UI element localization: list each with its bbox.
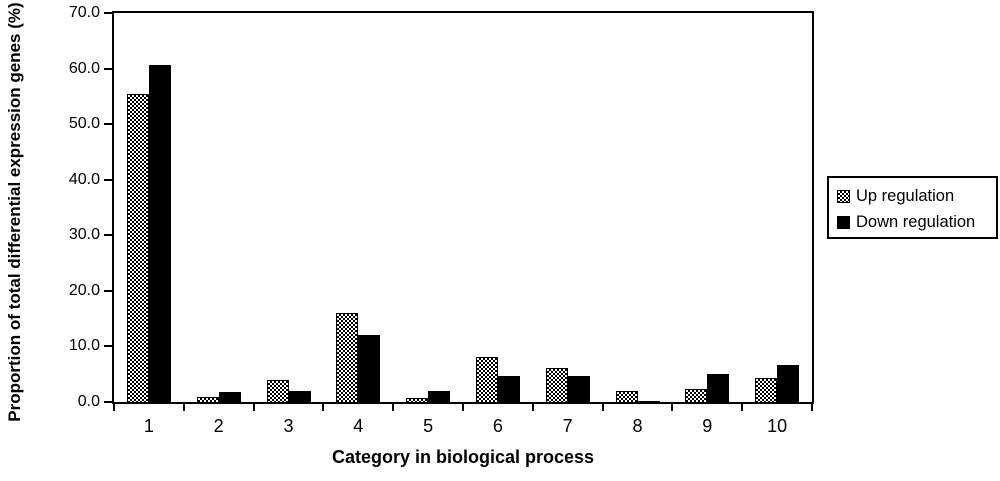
x-tick-label-10: 10 [767,416,788,436]
x-tick-label-4: 4 [353,416,364,436]
x-axis-tick-8 [671,404,674,411]
legend-item-up-regulation: Up regulation [837,183,996,209]
y-tick-label-60.0: 60.0 [68,59,100,77]
x-axis-tick-4 [392,404,395,411]
legend-item-down-regulation: Down regulation [837,209,996,235]
bar-down-cat1 [148,64,171,402]
y-tick-label-50.0: 50.0 [68,115,100,133]
y-tick-label-20.0: 20.0 [68,281,100,299]
y-axis-tick-30.0 [104,234,112,237]
x-axis-tick-10 [811,404,813,411]
y-tick-label-0.0: 0.0 [77,393,100,410]
bar-up-cat10 [755,377,778,402]
bar-up-cat7 [545,368,568,402]
plot-area [112,11,814,404]
legend-box: Up regulation Down regulation [827,176,998,239]
y-axis-tick-40.0 [104,178,112,181]
x-tick-label-5: 5 [423,416,434,436]
y-tick-label-40.0: 40.0 [68,170,100,188]
bar-up-cat1 [126,94,149,402]
x-axis-title: Category in biological process [331,447,595,467]
bar-up-cat3 [266,380,289,402]
bar-up-cat4 [336,313,359,402]
bar-up-cat5 [406,397,429,402]
y-tick-label-70.0: 70.0 [68,4,100,21]
x-tick-label-9: 9 [702,416,713,436]
bar-down-cat9 [707,374,730,402]
y-tick-label-10.0: 10.0 [68,337,100,355]
bar-down-cat7 [567,375,590,402]
bar-down-cat2 [218,392,241,402]
y-axis-tick-50.0 [104,123,112,126]
y-axis-tick-0.0 [104,401,112,403]
x-axis-tick-7 [601,404,604,411]
bar-down-cat8 [637,400,660,402]
x-axis-tick-0 [113,404,115,411]
bar-up-cat6 [475,357,498,402]
bar-down-cat3 [288,390,311,402]
legend-swatch-solid-icon [837,215,850,229]
y-axis-tick-70.0 [104,12,112,14]
bar-down-cat6 [497,376,520,402]
x-axis-tick-3 [322,404,325,411]
bar-up-cat8 [615,391,638,402]
x-axis-tick-1 [182,404,185,411]
y-axis-tick-10.0 [104,345,112,348]
x-tick-label-3: 3 [283,416,294,436]
x-tick-label-2: 2 [213,416,224,436]
x-tick-label-6: 6 [492,416,503,436]
x-axis-tick-5 [462,404,464,411]
x-tick-label-7: 7 [562,416,573,436]
bar-down-cat10 [777,364,800,402]
y-axis-tick-60.0 [104,67,112,70]
legend-label: Down regulation [856,212,976,231]
legend-label: Up regulation [856,186,955,205]
x-axis-tick-6 [531,404,534,411]
legend-swatch-hatched-icon [837,189,850,203]
x-axis-tick-9 [741,404,744,411]
bar-down-cat4 [358,334,381,402]
bar-up-cat9 [685,389,708,402]
bar-up-cat2 [196,397,219,402]
x-tick-label-8: 8 [632,416,643,436]
y-axis-tick-20.0 [104,289,112,292]
x-tick-label-1: 1 [143,416,154,436]
x-axis-tick-2 [252,404,255,411]
bar-down-cat5 [428,390,451,402]
y-tick-label-30.0: 30.0 [68,226,100,244]
